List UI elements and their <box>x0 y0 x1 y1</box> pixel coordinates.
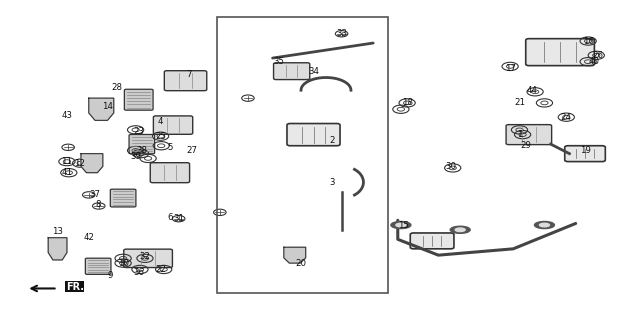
Text: FR.: FR. <box>66 282 83 292</box>
Text: 10: 10 <box>118 259 129 268</box>
Text: 11: 11 <box>61 157 73 166</box>
Text: 7: 7 <box>186 70 191 79</box>
Text: 28: 28 <box>112 83 122 92</box>
FancyBboxPatch shape <box>85 258 111 274</box>
Text: 41: 41 <box>61 168 73 177</box>
Text: 24: 24 <box>561 113 572 122</box>
FancyBboxPatch shape <box>164 71 207 91</box>
Text: 18: 18 <box>402 99 413 108</box>
Text: 13: 13 <box>52 227 63 236</box>
Polygon shape <box>89 98 113 120</box>
Text: 35: 35 <box>273 57 285 66</box>
Text: 25: 25 <box>155 132 166 141</box>
Text: 26: 26 <box>592 51 603 60</box>
Ellipse shape <box>539 223 549 227</box>
Text: 14: 14 <box>102 101 113 111</box>
Text: 43: 43 <box>61 111 73 120</box>
Text: 32: 32 <box>139 252 150 261</box>
Text: 9: 9 <box>108 271 113 280</box>
Ellipse shape <box>455 228 465 232</box>
Text: 15: 15 <box>399 220 409 229</box>
FancyBboxPatch shape <box>129 134 155 154</box>
Text: 38: 38 <box>136 146 147 155</box>
Text: 3: 3 <box>329 178 335 187</box>
Text: 5: 5 <box>167 143 172 152</box>
Text: 44: 44 <box>527 86 537 95</box>
Text: 20: 20 <box>295 259 307 268</box>
Text: 36: 36 <box>133 268 144 277</box>
Text: 30: 30 <box>445 162 456 171</box>
Bar <box>217 17 388 293</box>
Text: 39: 39 <box>130 152 141 161</box>
Text: 12: 12 <box>74 159 85 168</box>
FancyBboxPatch shape <box>287 124 340 146</box>
Text: 29: 29 <box>520 141 531 150</box>
FancyBboxPatch shape <box>110 189 136 207</box>
Ellipse shape <box>391 221 411 228</box>
Text: 34: 34 <box>308 67 319 76</box>
Text: 37: 37 <box>90 190 100 199</box>
FancyBboxPatch shape <box>273 63 310 80</box>
Polygon shape <box>48 238 67 260</box>
Text: 27: 27 <box>186 146 198 155</box>
FancyBboxPatch shape <box>565 146 605 162</box>
Text: 21: 21 <box>514 99 525 108</box>
Text: 19: 19 <box>579 146 591 155</box>
Polygon shape <box>81 154 103 173</box>
FancyBboxPatch shape <box>124 249 172 268</box>
Text: 4: 4 <box>158 117 163 126</box>
Text: 17: 17 <box>505 63 515 73</box>
Ellipse shape <box>450 226 470 233</box>
Text: 2: 2 <box>329 136 335 146</box>
Text: 40: 40 <box>589 57 600 66</box>
Ellipse shape <box>396 223 406 227</box>
Text: 42: 42 <box>83 233 94 242</box>
FancyBboxPatch shape <box>525 39 594 66</box>
Text: 1: 1 <box>517 130 522 139</box>
FancyBboxPatch shape <box>154 116 192 134</box>
Text: 31: 31 <box>174 214 185 223</box>
FancyBboxPatch shape <box>506 124 552 145</box>
Text: 23: 23 <box>133 127 144 136</box>
FancyBboxPatch shape <box>410 233 454 249</box>
FancyBboxPatch shape <box>150 163 189 183</box>
Text: 6: 6 <box>167 212 172 222</box>
Ellipse shape <box>534 221 554 228</box>
Text: 16: 16 <box>582 36 594 45</box>
Text: 22: 22 <box>155 265 166 274</box>
Text: 33: 33 <box>336 28 347 38</box>
FancyBboxPatch shape <box>124 89 153 110</box>
Text: 8: 8 <box>95 200 101 209</box>
Polygon shape <box>284 247 306 263</box>
